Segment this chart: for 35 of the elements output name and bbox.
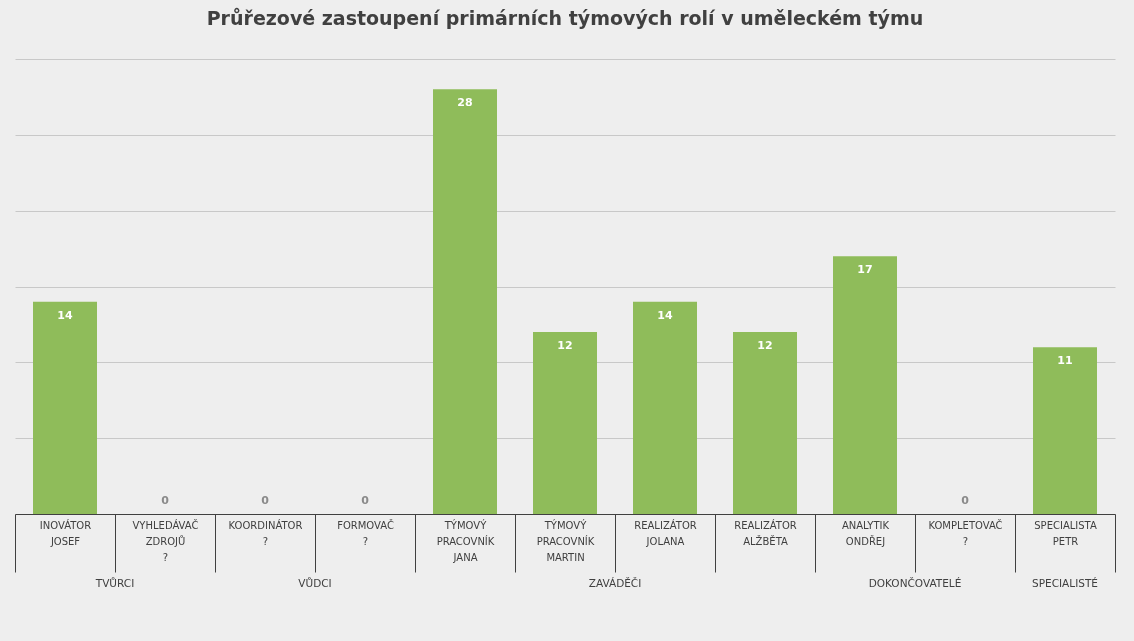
data-label: 0 [161, 494, 170, 507]
bar [833, 256, 897, 514]
text: ZAVÁDĚČI [588, 577, 642, 589]
x-tick-label: REALIZÁTOR ALŽBĚTA [734, 518, 797, 547]
bar [433, 89, 497, 514]
chart-title: Průřezové zastoupení primárních týmových rolí v uměleckém týmu [206, 7, 924, 29]
data-label: 12 [757, 339, 773, 352]
x-tick-label: TÝMOVÝ PRACOVNÍK JANA [436, 518, 495, 563]
data-label: 12 [557, 339, 573, 352]
data-label: 14 [57, 308, 73, 322]
bar [33, 301, 97, 514]
x-tick-label: REALIZÁTOR JOLANA [634, 518, 697, 547]
x-tick-label: KOMPLETOVAČ ? [928, 518, 1003, 547]
bar [633, 301, 697, 514]
x-tick-label: VYHLEDÁVAČ ZDROJŮ ? [132, 518, 199, 563]
data-label: 0 [361, 494, 370, 507]
text: VŮDCI [298, 577, 332, 589]
data-label: 0 [961, 494, 970, 507]
x-tick-label: KOORDINÁTOR ? [228, 518, 303, 547]
bar [533, 332, 597, 514]
data-label: 11 [1057, 354, 1073, 368]
data-label: 28 [457, 96, 473, 110]
x-tick-label: INOVÁTOR JOSEF [39, 518, 92, 547]
x-tick-label: ANALYTIK ONDŘEJ [841, 519, 890, 547]
x-tick-label: SPECIALISTA PETR [1034, 519, 1097, 547]
text: TVŮRCI [94, 577, 135, 589]
data-label: 17 [857, 263, 873, 277]
bar [1033, 347, 1097, 514]
data-label: 0 [261, 494, 270, 507]
x-tick-label: TÝMOVÝ PRACOVNÍK MARTIN [536, 518, 595, 563]
text: DOKONČOVATELÉ [868, 577, 962, 589]
data-label: 14 [657, 308, 673, 322]
x-tick-label: FORMOVAČ ? [337, 518, 394, 547]
text: SPECIALISTÉ [1032, 577, 1098, 589]
bar [733, 332, 797, 514]
